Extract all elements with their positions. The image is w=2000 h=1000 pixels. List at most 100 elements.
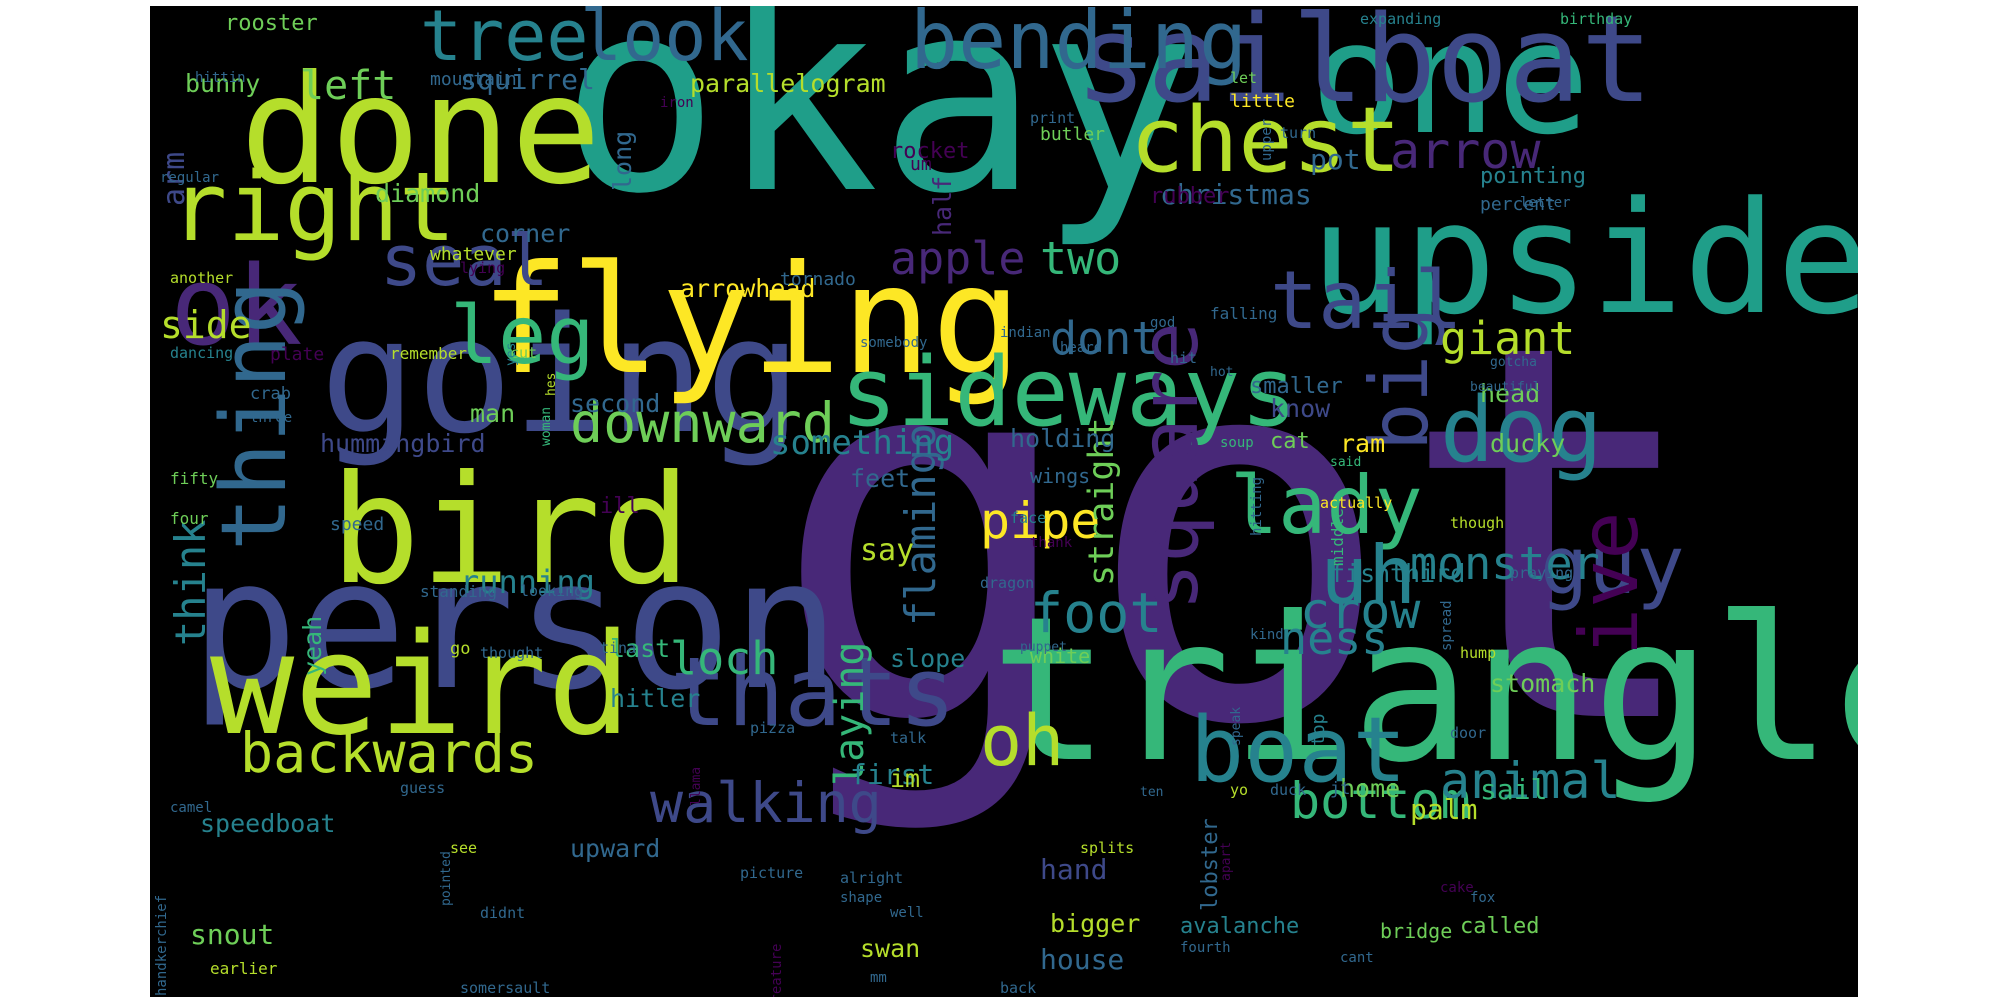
word-hitler: hitler (610, 684, 701, 713)
word-though: though (1450, 514, 1505, 532)
word-somersault: somersault (460, 979, 551, 997)
word-monster: monster (1410, 537, 1600, 590)
word-go: go (450, 639, 471, 659)
word-seal: seal (380, 220, 549, 302)
word-ducky: ducky (1490, 429, 1566, 458)
word-swan: swan (860, 934, 921, 963)
word-avalanche: avalanche (1180, 914, 1300, 939)
word-left: left (300, 63, 397, 109)
word-print: print (1030, 109, 1076, 127)
word-done: done (240, 44, 602, 218)
word-regular: regular (160, 170, 220, 186)
word-side: side (160, 303, 252, 347)
word-shape: shape (840, 890, 883, 906)
word-somebody: somebody (860, 335, 928, 351)
word-running: running (460, 563, 595, 601)
word-bending: bending (910, 6, 1248, 87)
word-last: last (610, 634, 671, 663)
word-triangle: triangle (990, 574, 1858, 807)
word-animal: animal (1440, 752, 1621, 810)
word-sailboat: sailboat (1075, 6, 1653, 130)
word-know: know (1270, 394, 1331, 423)
word-um: um (910, 154, 932, 175)
word-speak: speak (1229, 706, 1244, 746)
word-downward: downward (570, 391, 835, 455)
word-door: door (1450, 724, 1487, 742)
word-crow: crow (1300, 582, 1421, 640)
word-thought: thought (480, 644, 544, 662)
word-cloud: got okay triangle person one upside sailboat go… (150, 6, 1858, 997)
word-turn: turn (1280, 124, 1317, 142)
word-praying: praying (1510, 564, 1574, 582)
word-jt: jt (1330, 779, 1351, 799)
word-half: half (928, 175, 957, 236)
word-gotcha: gotcha (1490, 355, 1537, 370)
word-speedboat: speedboat (200, 809, 336, 838)
word-tina: tina (600, 639, 637, 657)
word-mountain: mountain (430, 69, 517, 90)
word-pointing: pointing (1480, 164, 1586, 189)
word-hit: hit (1170, 349, 1198, 367)
word-slope: slope (890, 644, 966, 673)
word-expanding: expanding (1360, 10, 1442, 28)
word-foot: foot (1030, 581, 1163, 645)
word-pipe: pipe (980, 492, 1101, 550)
word-dog: dog (1440, 378, 1603, 483)
word-plate: plate (270, 344, 325, 365)
word-white: white (1030, 644, 1091, 668)
word-say: say (860, 533, 915, 568)
word-indian: indian (1000, 325, 1051, 341)
word-ok: ok (170, 242, 303, 370)
word-fourth: fourth (1180, 940, 1231, 956)
word-thats: thats (670, 638, 956, 748)
word-remember: remember (390, 344, 468, 363)
word-dont: dont (1050, 312, 1159, 365)
word-soup: soup (1220, 435, 1254, 451)
word-yo: yo (1230, 781, 1249, 799)
word-boat: boat (1190, 698, 1407, 803)
word-splits: splits (1080, 839, 1135, 857)
word-sideways: sideways (840, 338, 1298, 448)
word-middle: middle (1328, 508, 1347, 566)
word-whatever: whatever (430, 244, 517, 265)
word-fifty: fifty (170, 469, 219, 488)
word-hummingbird: hummingbird (320, 429, 486, 458)
word-dragon: dragon (980, 574, 1035, 592)
word-picture: picture (740, 864, 804, 882)
word-well: well (890, 905, 924, 921)
word-something: something (770, 423, 955, 463)
word-cut: cut (510, 344, 538, 362)
word-back: back (1000, 979, 1037, 997)
word-think: think (166, 519, 215, 646)
word-im: im (890, 764, 921, 793)
word-pot: pot (1310, 143, 1361, 176)
word-flying: flying (480, 234, 1022, 408)
word-look: look (580, 6, 749, 77)
word-holding: holding (1010, 424, 1116, 453)
word-thank: thank (1030, 535, 1073, 551)
word-pointed: pointed (439, 851, 454, 906)
word-person: person (190, 521, 841, 730)
word-creature: creature (769, 943, 785, 997)
word-pizza: pizza (750, 719, 796, 737)
word-top: top (1308, 713, 1329, 746)
word-ness: ness (1280, 612, 1389, 665)
word-long: long (608, 130, 637, 191)
word-bird: bird (330, 444, 692, 618)
word-parallelogram: parallelogram (690, 69, 886, 98)
word-stomach: stomach (1490, 669, 1596, 698)
word-snout: snout (190, 918, 275, 951)
word-bottom: bottom (1290, 772, 1471, 830)
word-arrow: arrow (1390, 122, 1541, 180)
word-uh: uh (1320, 529, 1417, 622)
word-god: god (1150, 315, 1176, 331)
word-walking: walking (650, 771, 882, 835)
word-oh: oh (980, 700, 1065, 782)
word-two: two (1040, 232, 1122, 285)
word-yeah: yeah (298, 615, 327, 676)
word-puppet: puppet (1020, 640, 1067, 655)
word-man: man (470, 399, 516, 428)
word-sail: sail (1480, 773, 1548, 806)
word-didnt: didnt (480, 904, 526, 922)
word-apart: apart (1219, 841, 1234, 881)
